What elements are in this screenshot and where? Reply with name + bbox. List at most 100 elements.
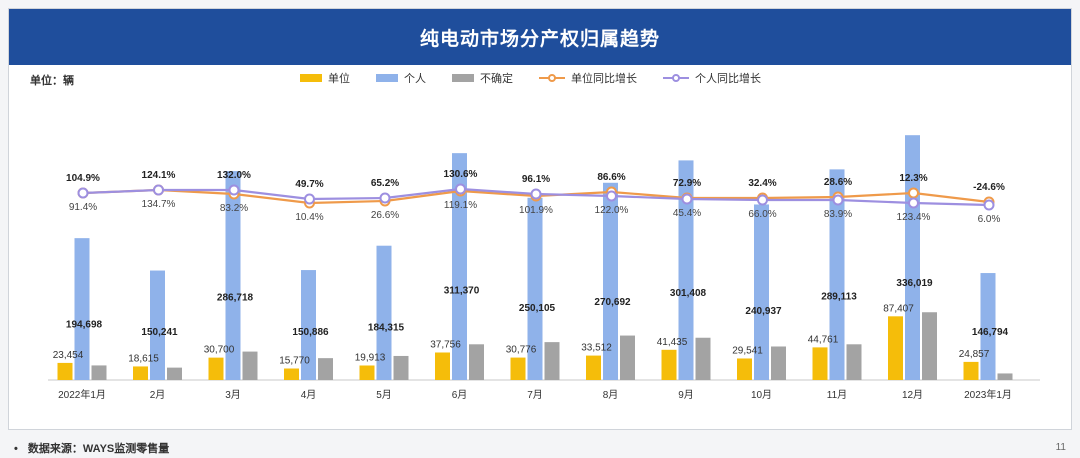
bar-unit-3	[284, 368, 299, 380]
data-label-personal-8: 301,408	[670, 288, 707, 299]
x-tick-label-7: 8月	[603, 389, 619, 401]
x-tick-label-0: 2022年1月	[58, 388, 106, 401]
marker-personal-yoy-11	[908, 197, 919, 209]
data-label-unit-3: 15,770	[279, 356, 310, 367]
data-label-personal-yoy-4: 65.2%	[371, 178, 399, 189]
bar-unit-11	[888, 316, 903, 380]
bar-uncertain-4	[393, 355, 409, 380]
legend-label-uncertain: 不确定	[480, 73, 513, 85]
bar-unit-0	[57, 362, 73, 380]
data-label-personal-11: 336,019	[896, 278, 933, 289]
marker-unit-yoy-11	[908, 187, 919, 199]
bar-unit-10	[812, 347, 828, 380]
data-label-unit-yoy-6: 101.9%	[519, 205, 553, 216]
data-label-unit-8: 41,435	[657, 337, 688, 348]
bar-uncertain-3	[318, 358, 333, 380]
bar-unit-12	[963, 361, 979, 380]
bar-personal-12	[980, 273, 996, 380]
data-label-unit-9: 29,541	[732, 345, 763, 356]
x-tick-label-11: 12月	[902, 389, 923, 401]
data-label-personal-yoy-10: 28.6%	[824, 177, 852, 188]
bar-unit-2	[208, 357, 224, 380]
data-label-personal-3: 150,886	[292, 327, 329, 338]
marker-personal-yoy-6	[530, 188, 542, 200]
data-label-unit-yoy-8: 45.4%	[673, 208, 701, 219]
marker-personal-yoy-5	[455, 183, 466, 195]
data-label-personal-yoy-2: 132.0%	[217, 170, 251, 181]
legend: 单位 个人 不确定 单位同比增长 个人同比增长	[300, 70, 787, 86]
marker-personal-yoy-1	[153, 184, 164, 196]
data-label-unit-yoy-4: 26.6%	[371, 210, 399, 221]
data-label-personal-yoy-12: -24.6%	[973, 182, 1005, 193]
data-label-personal-yoy-1: 124.1%	[142, 170, 176, 181]
data-label-unit-2: 30,700	[204, 345, 235, 356]
legend-label-personal-yoy: 个人同比增长	[695, 73, 761, 85]
bar-uncertain-8	[695, 337, 711, 380]
x-tick-label-9: 10月	[751, 389, 772, 401]
data-label-unit-5: 37,756	[430, 339, 461, 350]
marker-personal-yoy-12	[983, 199, 995, 211]
bar-uncertain-10	[846, 344, 862, 380]
unit-label: 单位：辆	[30, 75, 74, 87]
bar-personal-3	[301, 270, 316, 380]
data-label-personal-yoy-9: 32.4%	[748, 178, 776, 189]
marker-personal-yoy-7	[606, 190, 617, 202]
data-label-personal-2: 286,718	[217, 292, 254, 303]
data-label-personal-10: 289,113	[821, 292, 857, 303]
legend-item-unit-yoy: 单位同比增长	[539, 70, 637, 86]
data-label-unit-yoy-11: 123.4%	[897, 212, 931, 223]
chart-title: 纯电动市场分产权归属趋势	[419, 28, 660, 50]
data-label-unit-11: 87,407	[883, 303, 914, 314]
marker-personal-yoy-0	[77, 187, 89, 199]
bar-personal-11	[905, 135, 920, 380]
bar-uncertain-0	[91, 365, 107, 380]
data-label-unit-yoy-10: 83.9%	[824, 209, 852, 220]
marker-personal-yoy-10	[832, 194, 844, 206]
data-label-personal-7: 270,692	[594, 297, 631, 308]
x-tick-label-1: 2月	[150, 389, 166, 401]
marker-personal-yoy-2	[228, 184, 240, 196]
data-label-unit-1: 18,615	[128, 353, 159, 364]
data-label-personal-0: 194,698	[66, 319, 103, 330]
bar-uncertain-6	[544, 342, 560, 380]
marker-personal-yoy-8	[681, 193, 693, 205]
legend-item-unit: 单位	[300, 70, 350, 86]
data-label-unit-yoy-12: 6.0%	[978, 214, 1001, 225]
legend-swatch-uncertain	[452, 74, 474, 82]
data-label-unit-yoy-9: 66.0%	[748, 209, 776, 220]
bar-unit-4	[359, 365, 375, 380]
page-number: 11	[1055, 442, 1066, 453]
data-label-unit-10: 44,761	[808, 334, 839, 345]
footer-source-text: 数据来源：WAYS监测零售量	[27, 443, 170, 455]
data-label-personal-yoy-3: 49.7%	[295, 179, 323, 190]
bar-unit-6	[510, 357, 526, 380]
x-tick-label-5: 6月	[452, 389, 468, 401]
x-tick-label-4: 5月	[376, 389, 392, 401]
data-label-personal-4: 184,315	[368, 322, 405, 333]
bar-unit-7	[586, 355, 601, 380]
bar-uncertain-9	[771, 346, 786, 380]
bar-personal-2	[225, 171, 241, 380]
legend-swatch-unit	[300, 74, 322, 82]
legend-label-unit-yoy: 单位同比增长	[571, 73, 637, 85]
bar-unit-8	[661, 349, 677, 380]
bar-personal-9	[754, 204, 769, 380]
data-label-personal-6: 250,105	[519, 303, 556, 314]
legend-swatch-personal	[376, 74, 398, 82]
data-label-unit-4: 19,913	[355, 352, 386, 363]
data-label-unit-yoy-5: 119.1%	[444, 200, 477, 211]
x-tick-label-10: 11月	[827, 389, 847, 401]
data-label-personal-yoy-0: 104.9%	[66, 173, 100, 184]
data-label-personal-9: 240,937	[745, 306, 782, 317]
bar-uncertain-5	[469, 344, 484, 380]
legend-label-personal: 个人	[404, 73, 426, 85]
bar-uncertain-12	[997, 373, 1013, 380]
bar-personal-6	[527, 197, 543, 380]
data-label-personal-1: 150,241	[141, 327, 178, 338]
bar-personal-4	[376, 245, 392, 380]
bar-unit-1	[133, 366, 148, 380]
bar-unit-9	[737, 358, 752, 380]
data-label-unit-yoy-3: 10.4%	[295, 212, 323, 223]
